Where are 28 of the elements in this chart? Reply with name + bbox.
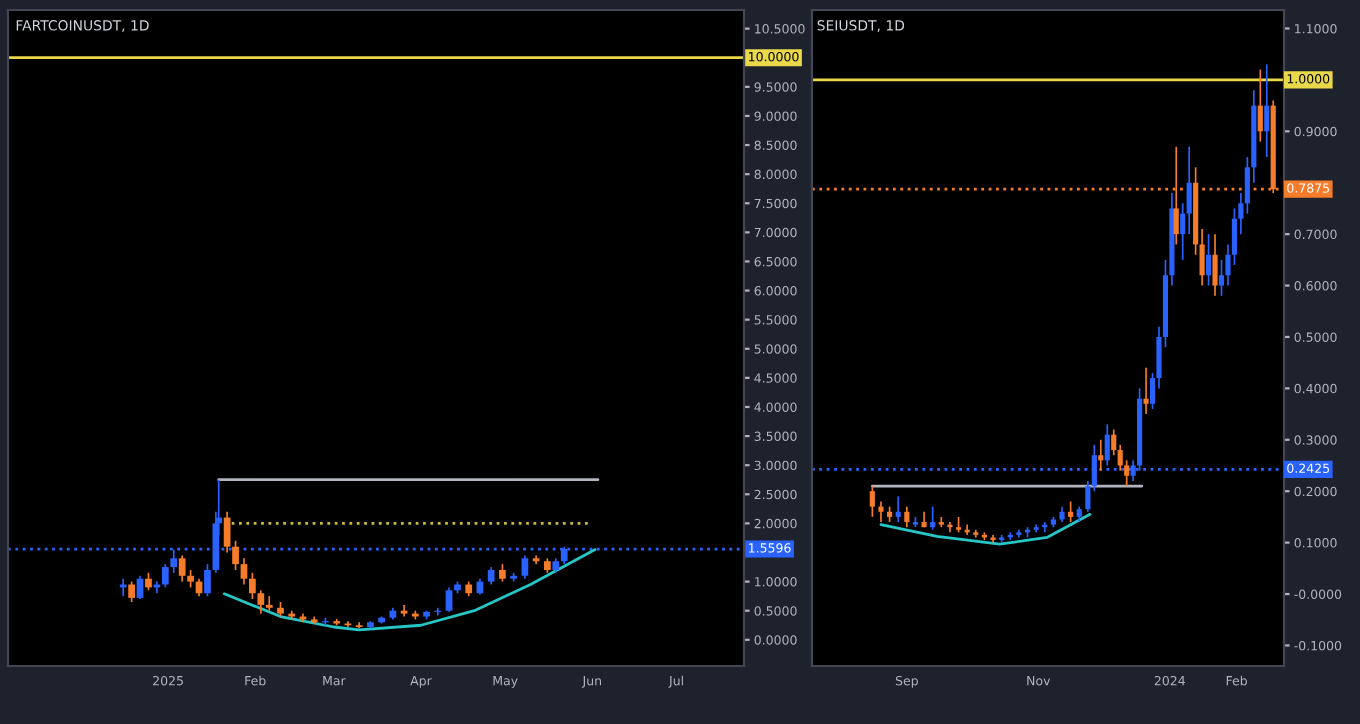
candlestick xyxy=(1143,366,1149,415)
candlestick xyxy=(947,521,953,534)
candlestick xyxy=(161,563,169,589)
candlestick xyxy=(1212,233,1218,297)
candlestick xyxy=(400,604,408,618)
candlestick xyxy=(265,595,273,612)
candlestick xyxy=(178,554,186,583)
candlestick xyxy=(240,557,248,586)
candlestick xyxy=(1264,63,1270,158)
candlestick xyxy=(204,563,211,597)
candlestick xyxy=(521,554,529,580)
candlestick xyxy=(1205,233,1212,287)
candlestick xyxy=(249,572,256,600)
candlestick xyxy=(170,548,178,574)
candlestick xyxy=(904,505,910,529)
candlestick xyxy=(1068,500,1074,523)
line-series xyxy=(222,548,597,632)
candlestick xyxy=(895,495,901,523)
candlestick xyxy=(878,500,884,523)
candlestick xyxy=(1098,438,1104,472)
candlestick xyxy=(445,586,453,613)
candlestick xyxy=(128,580,135,603)
candlestick xyxy=(257,589,265,615)
candlestick xyxy=(869,485,875,518)
candlestick xyxy=(232,540,239,571)
candlestick xyxy=(930,505,936,531)
line-series xyxy=(879,512,1092,546)
candlestick xyxy=(1257,68,1263,143)
